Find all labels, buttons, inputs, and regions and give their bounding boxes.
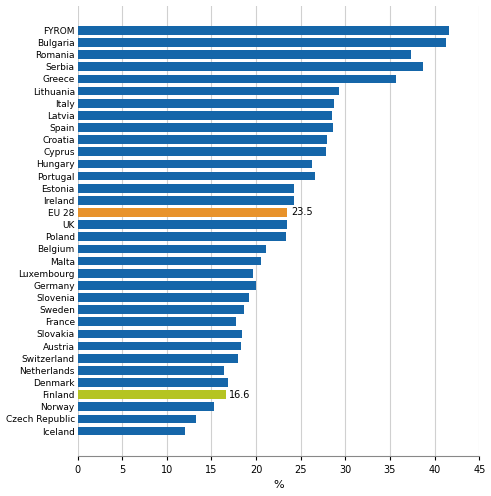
Bar	[78, 135, 327, 144]
Bar	[78, 74, 396, 83]
Bar	[78, 317, 236, 326]
Bar	[78, 415, 196, 423]
Bar	[78, 196, 294, 205]
Bar	[78, 354, 238, 363]
Bar	[78, 123, 333, 132]
Bar	[78, 293, 249, 302]
Bar	[78, 378, 227, 387]
Bar	[78, 427, 185, 435]
Bar	[78, 99, 334, 108]
X-axis label: %: %	[273, 481, 284, 491]
Bar	[78, 269, 253, 278]
Bar	[78, 329, 242, 338]
Bar	[78, 26, 449, 35]
Bar	[78, 305, 244, 314]
Bar	[78, 390, 226, 399]
Bar	[78, 50, 411, 59]
Bar	[78, 62, 423, 71]
Bar	[78, 281, 256, 290]
Bar	[78, 172, 315, 181]
Bar	[78, 245, 266, 253]
Bar	[78, 342, 241, 350]
Bar	[78, 111, 332, 120]
Bar	[78, 38, 446, 47]
Bar	[78, 402, 214, 411]
Bar	[78, 160, 312, 168]
Text: 16.6: 16.6	[229, 389, 251, 400]
Bar	[78, 257, 261, 265]
Bar	[78, 366, 224, 374]
Bar	[78, 220, 287, 229]
Bar	[78, 233, 286, 241]
Text: 23.5: 23.5	[291, 207, 313, 218]
Bar	[78, 184, 294, 192]
Bar	[78, 208, 287, 217]
Bar	[78, 87, 339, 95]
Bar	[78, 147, 326, 156]
